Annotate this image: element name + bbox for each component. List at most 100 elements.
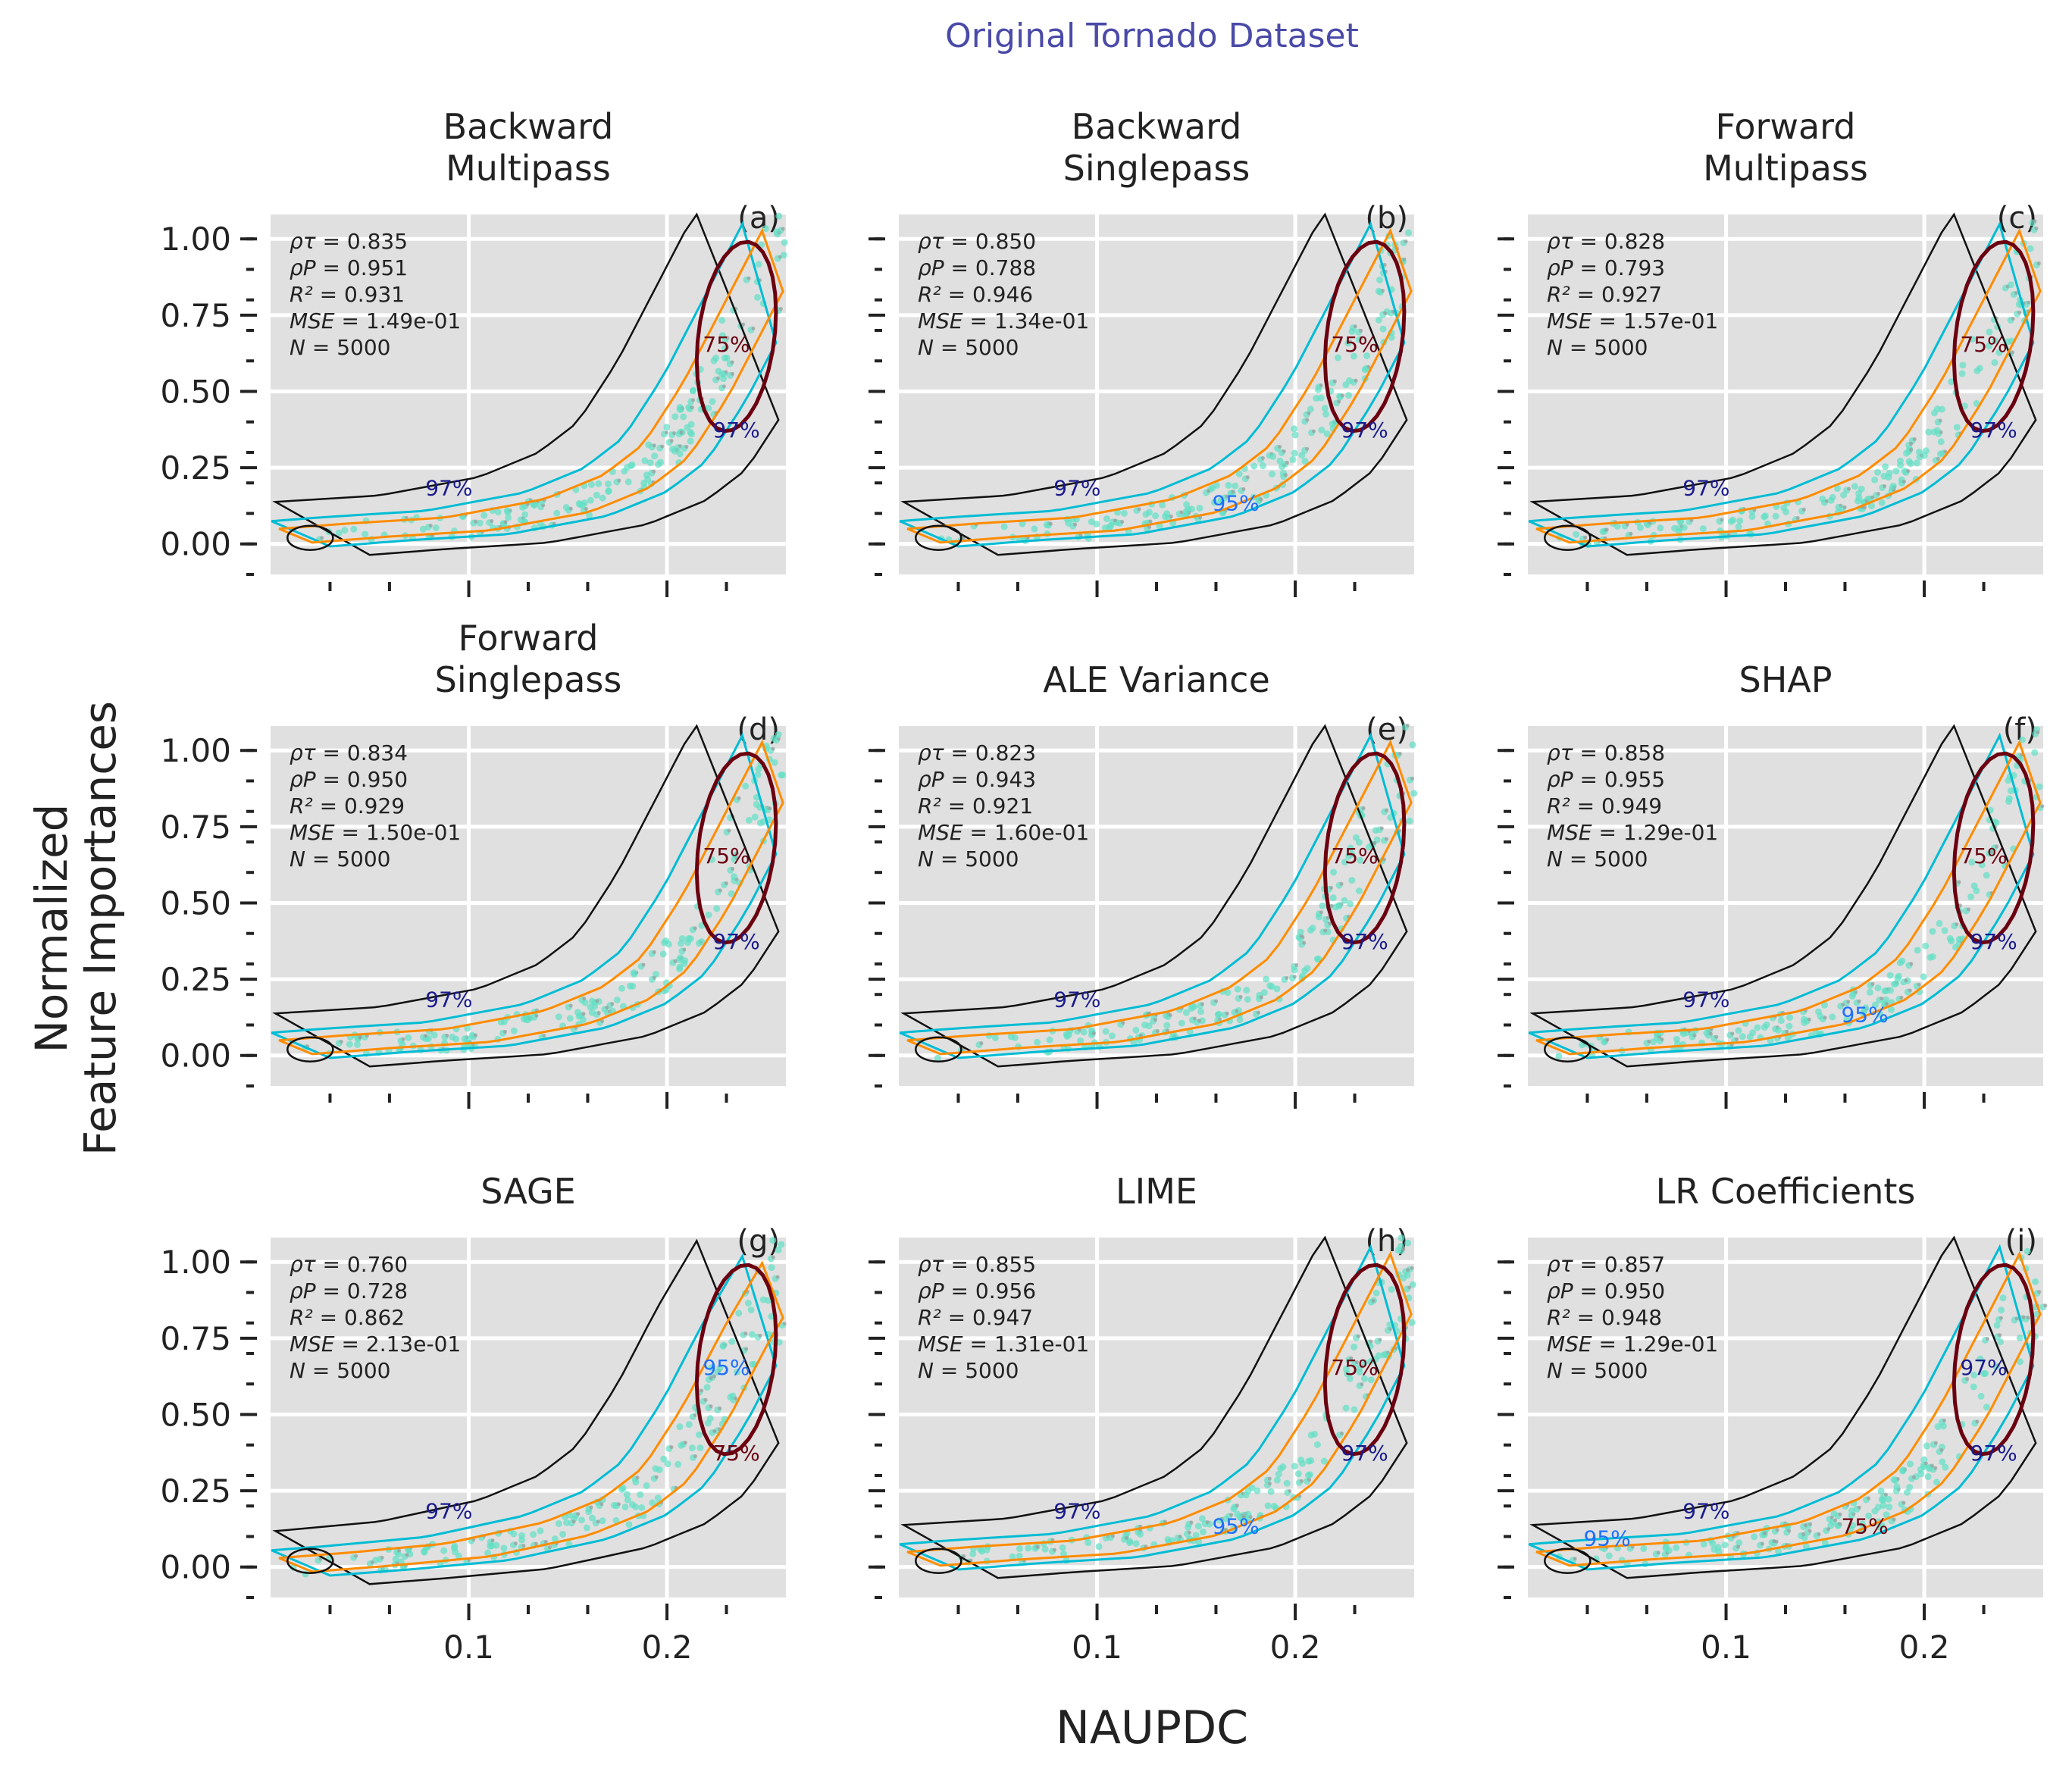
scatter-point-gray (1847, 487, 1851, 491)
scatter-point-gray (672, 431, 677, 436)
scatter-point (775, 212, 783, 220)
scatter-point (1335, 901, 1343, 909)
scatter-point (1886, 469, 1893, 477)
scatter-point-gray (1178, 1534, 1182, 1538)
scatter-point-gray (771, 746, 775, 751)
scatter-point-gray (660, 444, 665, 449)
scatter-point (1348, 877, 1356, 884)
scatter-point-gray (1305, 446, 1310, 451)
stat-rho-p: ρP = 0.950 (1547, 1278, 1665, 1303)
scatter-point-gray (735, 851, 740, 856)
scatter-point (651, 452, 659, 460)
stat-mse: MSE = 1.34e-01 (918, 308, 1089, 333)
scatter-point (2007, 787, 2014, 794)
scatter-point-gray (1048, 521, 1053, 526)
stat-n: N = 5000 (290, 847, 390, 872)
y-tick-label: 1.00 (160, 1244, 231, 1281)
panel-title-line2: Multipass (1703, 148, 1868, 189)
scatter-point (748, 1331, 756, 1338)
scatter-point-gray (1319, 910, 1323, 915)
scatter-point (762, 225, 769, 233)
scatter-point-gray (1857, 999, 1861, 1003)
scatter-point-gray (542, 1034, 546, 1038)
scatter-point (1958, 370, 1966, 377)
scatter-point-gray (771, 1255, 775, 1260)
scatter-point-gray (1110, 1534, 1115, 1538)
scatter-point-gray (1169, 514, 1173, 518)
scatter-point (1405, 229, 1413, 236)
scatter-point-gray (758, 1333, 762, 1338)
scatter-point-gray (1841, 1003, 1845, 1007)
scatter-point (1874, 984, 1882, 992)
contour-75 (694, 751, 778, 945)
contour-label: 97% (1053, 987, 1100, 1012)
x-tick-label: 0.2 (642, 1629, 693, 1666)
scatter-point-gray (543, 1539, 548, 1544)
scatter-point (1973, 367, 1981, 374)
scatter-point-gray (684, 444, 689, 449)
contour-label: 95% (1841, 1002, 1888, 1027)
scatter-point-gray (1329, 903, 1334, 908)
scatter-point-gray (1259, 497, 1263, 502)
panel-title-line1: Forward (459, 618, 599, 659)
scatter-point (690, 386, 697, 394)
scatter-point-gray (616, 1502, 621, 1507)
scatter-point (1275, 1470, 1282, 1478)
scatter-point-gray (1407, 1285, 1412, 1290)
scatter-point-gray (584, 506, 588, 511)
scatter-point (1907, 1460, 1914, 1468)
scatter-point (2031, 749, 2039, 756)
scatter-point-gray (1901, 479, 1906, 483)
scatter-point-gray (730, 371, 734, 376)
scatter-point (1355, 839, 1363, 847)
scatter-point-gray (503, 520, 508, 524)
scatter-point (1034, 1038, 1041, 1046)
scatter-point (1923, 1442, 1930, 1450)
scatter-point (1876, 1011, 1884, 1019)
scatter-point (1019, 520, 1026, 527)
scatter-point (577, 1516, 585, 1524)
contour-label: 97% (1682, 475, 1729, 500)
scatter-point (1998, 1307, 2005, 1314)
scatter-point-gray (1833, 1518, 1838, 1522)
contour-label: 75% (1841, 1513, 1888, 1538)
scatter-point (1152, 512, 1160, 520)
stat-rho-tau: ρτ = 0.823 (918, 740, 1036, 765)
scatter-point (1888, 1006, 1895, 1013)
scatter-point (1306, 1471, 1313, 1479)
stat-mse: MSE = 2.13e-01 (290, 1332, 461, 1357)
scatter-point-gray (1235, 1503, 1239, 1507)
scatter-point (484, 1549, 492, 1557)
stat-mse: MSE = 1.49e-01 (290, 308, 461, 333)
scatter-point (354, 1041, 362, 1049)
scatter-point (753, 800, 760, 808)
scatter-point (595, 480, 603, 487)
scatter-point (638, 1504, 646, 1511)
scatter-point (779, 771, 787, 779)
scatter-point (677, 954, 684, 962)
scatter-point (695, 1431, 703, 1438)
scatter-point-gray (1908, 988, 1912, 993)
scatter-point (612, 1516, 620, 1524)
scatter-point-gray (1155, 1028, 1160, 1033)
scatter-point (1196, 504, 1203, 512)
scatter-point (2023, 1247, 2031, 1255)
scatter-point-gray (1410, 1266, 1414, 1270)
stat-rho-p: ρP = 0.956 (918, 1278, 1036, 1303)
scatter-point-gray (599, 1502, 604, 1507)
scatter-point-gray (683, 1441, 687, 1445)
contour-75 (1951, 751, 2036, 945)
scatter-point-gray (1125, 1535, 1129, 1540)
scatter-point (1341, 859, 1349, 866)
scatter-point (559, 1530, 567, 1538)
contour-label: 97% (1970, 1441, 2017, 1466)
scatter-point (505, 514, 512, 521)
scatter-point-gray (1337, 399, 1341, 404)
scatter-point-gray (1137, 507, 1141, 512)
scatter-point-gray (2027, 300, 2031, 305)
scatter-point (676, 450, 684, 458)
scatter-point (1748, 513, 1756, 521)
x-tick-label: 0.1 (1701, 1629, 1751, 1666)
scatter-point (728, 890, 735, 897)
